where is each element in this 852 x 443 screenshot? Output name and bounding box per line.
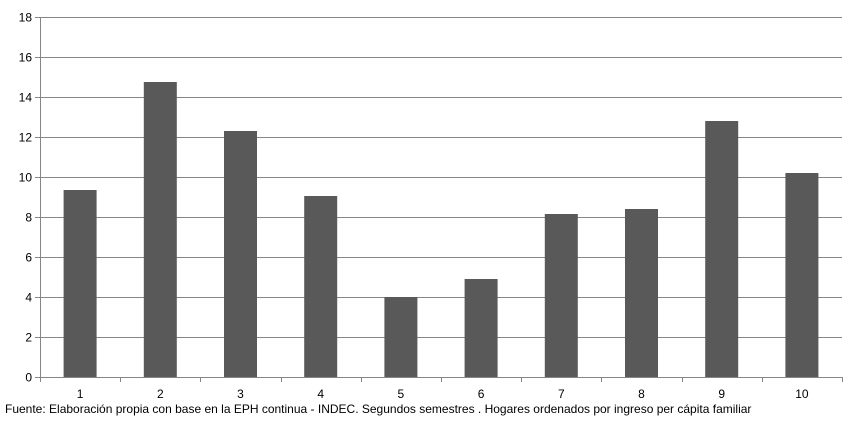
bar-5 xyxy=(384,297,418,377)
bar-4 xyxy=(304,196,338,377)
y-tick-label: 12 xyxy=(19,131,33,145)
bar-2 xyxy=(143,82,177,377)
x-tick-label: 8 xyxy=(638,387,645,400)
x-tick-label: 4 xyxy=(317,387,324,400)
y-tick-label: 18 xyxy=(19,11,33,25)
y-tick-labels: 0 2 4 6 8 10 12 14 16 18 xyxy=(19,11,33,385)
y-tick-label: 4 xyxy=(25,291,32,305)
y-tick-label: 8 xyxy=(25,211,32,225)
bar-6 xyxy=(464,279,498,377)
bar-1 xyxy=(63,190,97,377)
y-tick-label: 2 xyxy=(25,331,32,345)
x-tick-label: 5 xyxy=(398,387,405,400)
y-tick-label: 14 xyxy=(19,91,33,105)
x-tick-label: 3 xyxy=(237,387,244,400)
x-tick-labels: 1 2 3 4 5 6 7 8 9 10 xyxy=(77,387,809,400)
bar-10 xyxy=(785,173,819,377)
y-tick-label: 10 xyxy=(19,171,33,185)
bar-3 xyxy=(224,131,257,377)
bar-8 xyxy=(625,209,658,377)
x-tick-label: 10 xyxy=(795,387,809,400)
bar-9 xyxy=(705,121,739,377)
y-tick-label: 6 xyxy=(25,251,32,265)
y-tick-label: 0 xyxy=(25,371,32,385)
x-tick-label: 2 xyxy=(157,387,164,400)
x-tick-label: 7 xyxy=(558,387,565,400)
axes xyxy=(35,17,843,382)
source-note: Fuente: Elaboración propia con base en l… xyxy=(5,402,752,416)
y-tick-label: 16 xyxy=(19,51,33,65)
x-tick-label: 1 xyxy=(77,387,84,400)
x-tick-label: 6 xyxy=(478,387,485,400)
x-tick-label: 9 xyxy=(718,387,725,400)
bars xyxy=(63,82,819,377)
bar-7 xyxy=(544,214,578,377)
